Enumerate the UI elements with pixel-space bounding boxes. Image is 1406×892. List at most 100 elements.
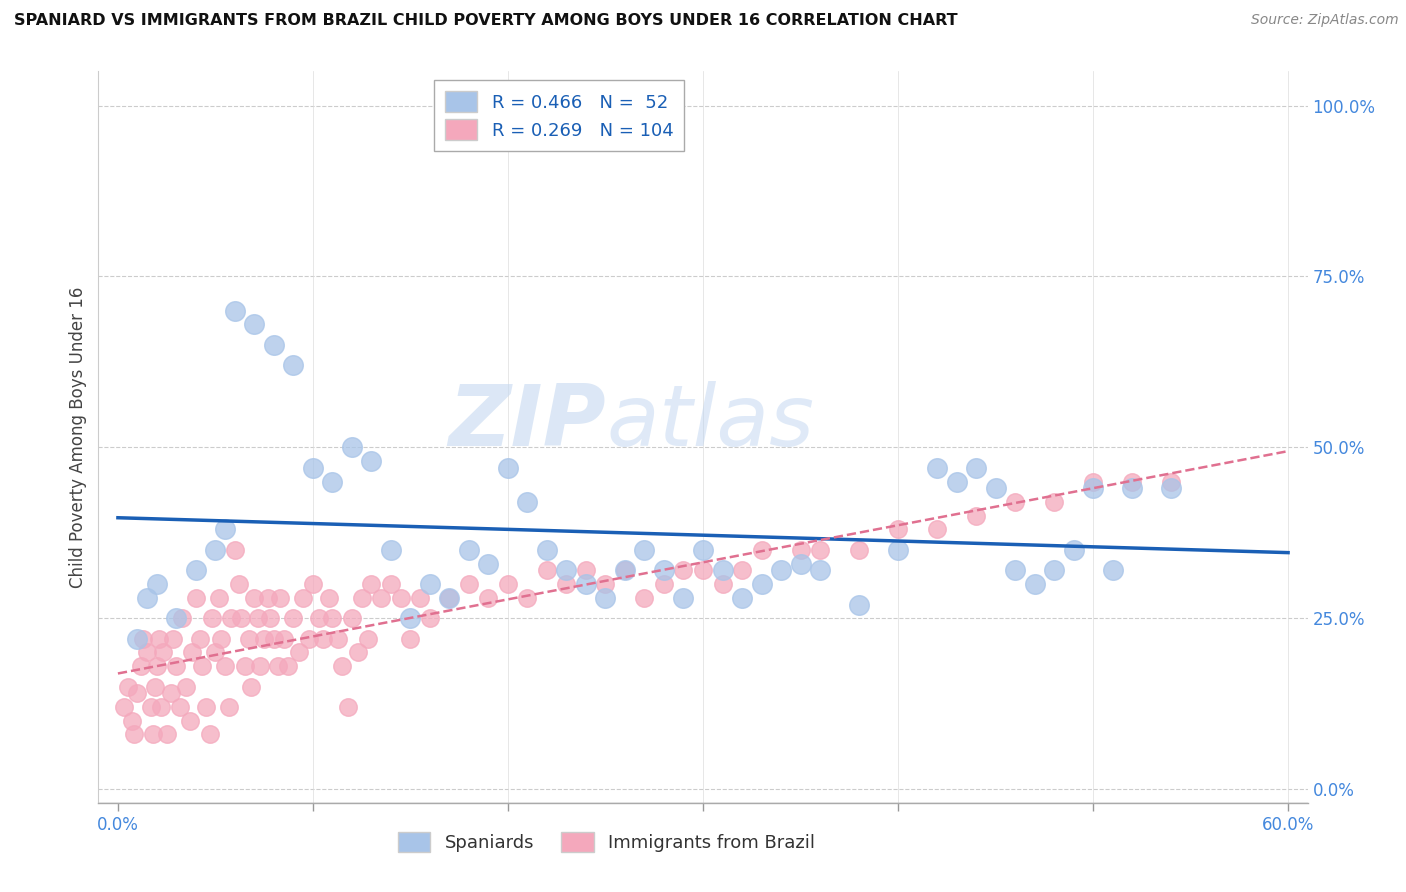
Point bbox=[731, 591, 754, 605]
Point bbox=[267, 659, 290, 673]
Point bbox=[238, 632, 260, 646]
Point bbox=[204, 542, 226, 557]
Point bbox=[672, 591, 695, 605]
Point bbox=[131, 659, 153, 673]
Point bbox=[136, 645, 159, 659]
Point bbox=[925, 460, 948, 475]
Point bbox=[253, 632, 276, 646]
Point bbox=[496, 460, 519, 475]
Point bbox=[142, 727, 165, 741]
Point bbox=[1101, 563, 1123, 577]
Y-axis label: Child Poverty Among Boys Under 16: Child Poverty Among Boys Under 16 bbox=[69, 286, 87, 588]
Point bbox=[439, 591, 461, 605]
Point bbox=[209, 632, 232, 646]
Point bbox=[711, 563, 734, 577]
Point bbox=[165, 611, 187, 625]
Point bbox=[360, 454, 382, 468]
Point bbox=[321, 475, 343, 489]
Point bbox=[711, 577, 734, 591]
Point bbox=[117, 680, 139, 694]
Point bbox=[139, 700, 162, 714]
Point bbox=[127, 686, 149, 700]
Point bbox=[257, 591, 280, 605]
Legend: Spaniards, Immigrants from Brazil: Spaniards, Immigrants from Brazil bbox=[391, 824, 823, 860]
Point bbox=[172, 611, 194, 625]
Point bbox=[789, 542, 811, 557]
Point bbox=[224, 542, 246, 557]
Point bbox=[233, 659, 256, 673]
Point bbox=[146, 577, 169, 591]
Point bbox=[132, 632, 155, 646]
Point bbox=[218, 700, 240, 714]
Point bbox=[194, 700, 217, 714]
Point bbox=[536, 542, 558, 557]
Point bbox=[1121, 481, 1143, 495]
Point bbox=[249, 659, 271, 673]
Point bbox=[389, 591, 412, 605]
Point bbox=[458, 542, 481, 557]
Point bbox=[292, 591, 315, 605]
Point bbox=[191, 659, 214, 673]
Point bbox=[298, 632, 321, 646]
Point bbox=[243, 318, 266, 332]
Point bbox=[174, 680, 197, 694]
Point bbox=[340, 440, 363, 454]
Point bbox=[149, 700, 172, 714]
Point bbox=[965, 460, 987, 475]
Point bbox=[808, 542, 831, 557]
Point bbox=[575, 577, 598, 591]
Point bbox=[179, 714, 201, 728]
Point bbox=[239, 680, 262, 694]
Point bbox=[516, 495, 538, 509]
Point bbox=[337, 700, 360, 714]
Point bbox=[214, 659, 236, 673]
Point bbox=[516, 591, 538, 605]
Point bbox=[356, 632, 378, 646]
Point bbox=[321, 611, 343, 625]
Text: Source: ZipAtlas.com: Source: ZipAtlas.com bbox=[1251, 13, 1399, 28]
Point bbox=[169, 700, 191, 714]
Point bbox=[925, 522, 948, 536]
Point bbox=[380, 577, 402, 591]
Point bbox=[350, 591, 373, 605]
Point bbox=[633, 542, 655, 557]
Point bbox=[328, 632, 350, 646]
Point bbox=[848, 598, 870, 612]
Point bbox=[283, 359, 305, 373]
Point bbox=[259, 611, 281, 625]
Point bbox=[652, 563, 675, 577]
Point bbox=[419, 611, 441, 625]
Point bbox=[769, 563, 792, 577]
Point bbox=[984, 481, 1007, 495]
Point bbox=[122, 727, 145, 741]
Point bbox=[247, 611, 270, 625]
Point bbox=[312, 632, 335, 646]
Point bbox=[283, 611, 305, 625]
Point bbox=[184, 563, 207, 577]
Point bbox=[945, 475, 967, 489]
Point bbox=[184, 591, 207, 605]
Point bbox=[1063, 542, 1085, 557]
Point bbox=[477, 557, 499, 571]
Point bbox=[614, 563, 637, 577]
Point bbox=[263, 338, 285, 352]
Point bbox=[692, 542, 714, 557]
Point bbox=[419, 577, 441, 591]
Point bbox=[200, 611, 222, 625]
Point bbox=[1004, 563, 1026, 577]
Point bbox=[555, 577, 578, 591]
Point bbox=[121, 714, 143, 728]
Point bbox=[228, 577, 250, 591]
Point bbox=[136, 591, 159, 605]
Point bbox=[789, 557, 811, 571]
Point bbox=[148, 632, 170, 646]
Point bbox=[808, 563, 831, 577]
Point bbox=[208, 591, 231, 605]
Point bbox=[1043, 495, 1066, 509]
Point bbox=[409, 591, 432, 605]
Point bbox=[477, 591, 499, 605]
Point bbox=[263, 632, 285, 646]
Point bbox=[277, 659, 299, 673]
Point bbox=[751, 577, 773, 591]
Point bbox=[555, 563, 578, 577]
